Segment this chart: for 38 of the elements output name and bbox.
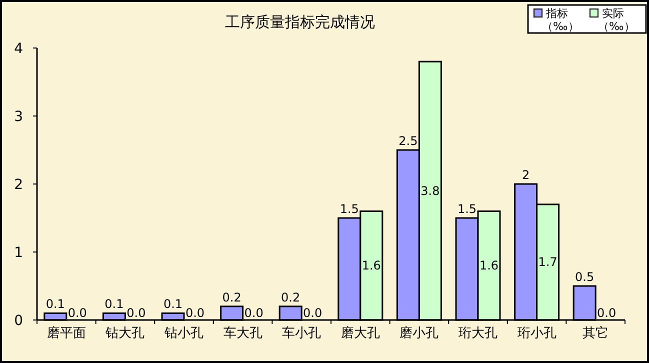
data-label: 0.0	[185, 306, 205, 320]
x-tick-label: 车小孔	[282, 326, 322, 341]
data-label: 0.0	[68, 306, 87, 320]
data-label: 1.7	[538, 255, 558, 270]
y-tick-label: 2	[14, 177, 23, 193]
data-label: 1.5	[457, 202, 477, 216]
x-tick-label: 珩大孔	[458, 326, 498, 341]
data-label: 0.1	[104, 297, 124, 312]
legend-label: 实际（‰）	[598, 7, 635, 33]
data-label: 0.0	[597, 306, 616, 320]
x-tick-label: 其它	[582, 325, 609, 341]
y-tick-label: 3	[14, 109, 23, 125]
data-label: 0.2	[222, 290, 242, 304]
data-label: 0.5	[575, 270, 594, 284]
y-tick-label: 4	[14, 41, 24, 57]
x-tick-label: 磨小孔	[400, 326, 439, 341]
data-label: 0.0	[126, 306, 146, 320]
data-label: 0.1	[163, 297, 183, 312]
legend-label: 指标（‰）	[542, 7, 579, 33]
data-label: 0.2	[281, 290, 300, 304]
data-label: 0.0	[244, 306, 264, 320]
y-tick-label: 0	[14, 313, 23, 329]
data-label: 1.5	[340, 202, 359, 216]
x-tick-label: 钻大孔	[104, 326, 145, 341]
data-label: 0.1	[46, 297, 65, 312]
data-label: 2	[522, 168, 530, 182]
data-label: 0.0	[303, 306, 322, 320]
x-tick-label: 磨大孔	[340, 326, 380, 341]
chart-title: 工序质量指标完成情况	[225, 13, 375, 31]
x-tick-label: 车大孔	[223, 326, 262, 341]
x-tick-label: 钻小孔	[164, 326, 204, 341]
data-label: 1.6	[362, 258, 381, 273]
y-tick-label: 1	[14, 245, 23, 261]
data-label: 2.5	[398, 134, 418, 148]
x-tick-label: 磨平面	[46, 326, 86, 341]
data-label: 1.6	[479, 258, 499, 273]
data-label: 3.8	[420, 184, 440, 198]
x-tick-label: 珩小孔	[517, 326, 556, 341]
